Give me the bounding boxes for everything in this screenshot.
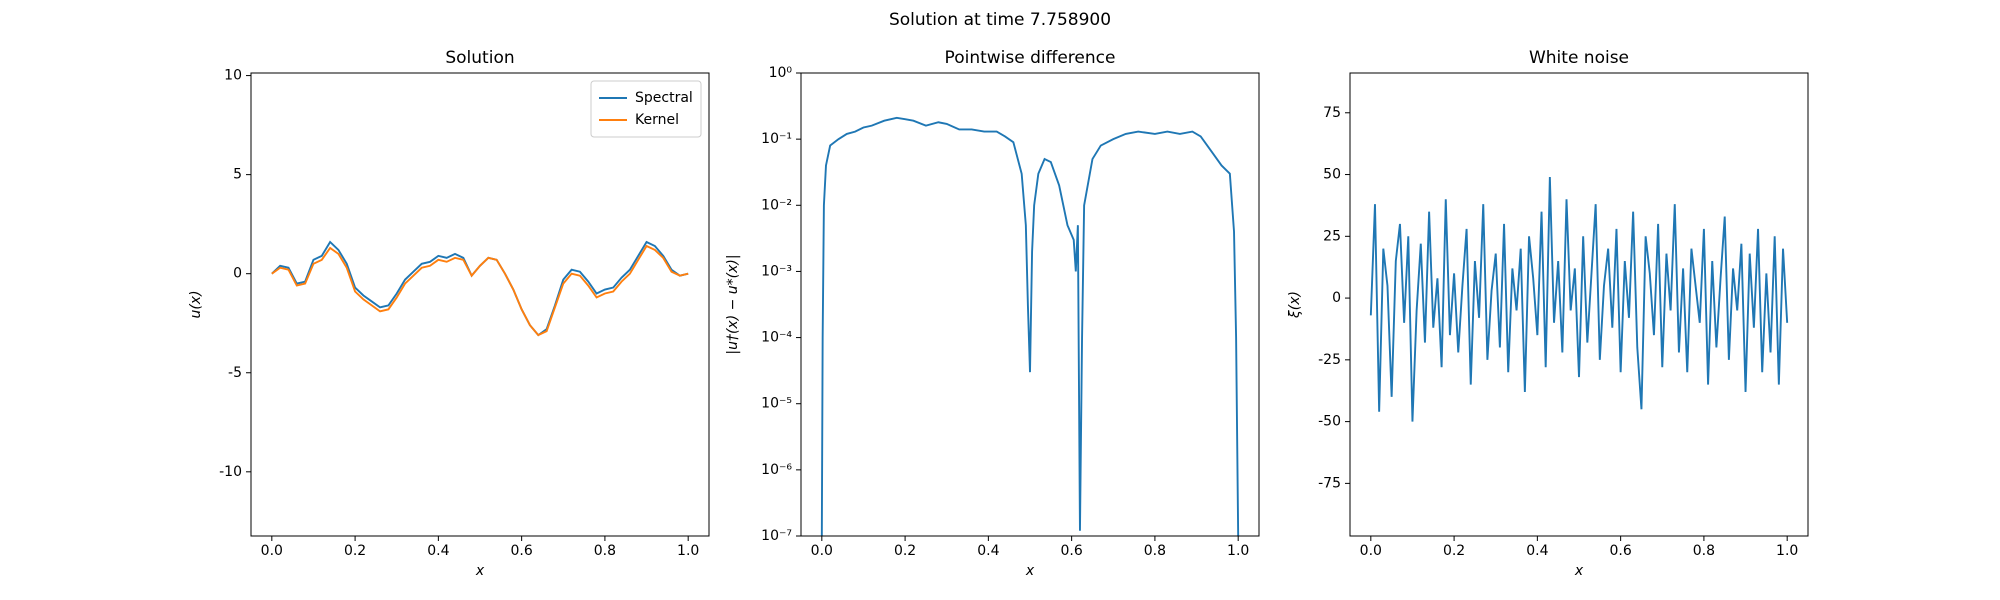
axes-frame	[1349, 72, 1809, 537]
data-line	[1369, 176, 1789, 422]
x-tick-label: 0.8	[1693, 543, 1715, 559]
subplot: Pointwise difference x |u†(x) − u*(x)| 0.0 0…	[725, 48, 1260, 579]
x-axis-label: x	[1574, 563, 1584, 579]
subplot: White noise x ξ(x) 0.0 0.2 0.4 0.6 0.8 1.0 -75 -50…	[1287, 48, 1809, 579]
data-line	[820, 116, 1240, 536]
y-tick-label: 10⁻²	[761, 197, 792, 213]
x-tick-label: 0.8	[594, 543, 616, 559]
data-line	[271, 240, 689, 337]
y-tick-label: 10⁻⁷	[761, 528, 792, 544]
y-tick-label: 5	[233, 167, 242, 183]
y-tick-label: 50	[1323, 167, 1341, 183]
y-axis-label: |u†(x) − u*(x)|	[725, 254, 741, 354]
x-axis-label: x	[1025, 563, 1035, 579]
y-tick-label: 10⁰	[769, 65, 793, 81]
x-tick-label: 0.0	[1360, 543, 1382, 559]
y-tick-label: -75	[1318, 475, 1341, 491]
subplot-title: Pointwise difference	[945, 48, 1116, 68]
figure-title: Solution at time 7.758900	[889, 10, 1111, 30]
x-tick-label: 1.0	[677, 543, 699, 559]
x-tick-label: 0.6	[1061, 543, 1083, 559]
axes-frame	[250, 72, 710, 537]
x-tick-label: 0.6	[1610, 543, 1632, 559]
subplot-title: Solution	[445, 48, 514, 68]
y-tick-label: 10	[224, 68, 242, 84]
data-line	[271, 244, 689, 337]
y-tick-label: -10	[219, 464, 242, 480]
x-tick-label: 1.0	[1776, 543, 1798, 559]
x-tick-label: 0.4	[977, 543, 999, 559]
y-tick-label: 10⁻⁵	[761, 396, 792, 412]
x-tick-label: 1.0	[1227, 543, 1249, 559]
y-tick-label: 75	[1323, 105, 1341, 121]
subplot-title: White noise	[1529, 48, 1629, 68]
x-tick-label: 0.2	[1443, 543, 1465, 559]
x-tick-label: 0.2	[894, 543, 916, 559]
y-axis-label: u(x)	[188, 290, 204, 318]
y-tick-label: 10⁻¹	[761, 131, 792, 147]
x-tick-label: 0.6	[511, 543, 533, 559]
legend-label: Kernel	[635, 112, 679, 128]
x-tick-label: 0.2	[344, 543, 366, 559]
y-tick-label: 10⁻⁶	[761, 462, 792, 478]
x-tick-label: 0.4	[427, 543, 449, 559]
y-tick-label: 0	[1332, 290, 1341, 306]
subplot: Solution x u(x) 0.0 0.2 0.4 0.6 0.8 1.0 -10 -5 0 5 10…	[188, 48, 710, 579]
x-tick-label: 0.8	[1144, 543, 1166, 559]
y-tick-label: 25	[1323, 228, 1341, 244]
axes-frame	[800, 72, 1260, 537]
x-tick-label: 0.0	[261, 543, 283, 559]
y-tick-label: -5	[228, 365, 242, 381]
y-tick-label: -50	[1318, 414, 1341, 430]
y-tick-label: 10⁻³	[761, 263, 792, 279]
x-axis-label: x	[475, 563, 485, 579]
legend-box	[590, 80, 702, 138]
y-tick-label: 10⁻⁴	[761, 330, 792, 346]
y-axis-label: ξ(x)	[1287, 291, 1303, 319]
legend-label: Spectral	[635, 90, 693, 106]
y-tick-label: 0	[233, 266, 242, 282]
x-tick-label: 0.4	[1526, 543, 1548, 559]
y-tick-label: -25	[1318, 352, 1341, 368]
x-tick-label: 0.0	[811, 543, 833, 559]
